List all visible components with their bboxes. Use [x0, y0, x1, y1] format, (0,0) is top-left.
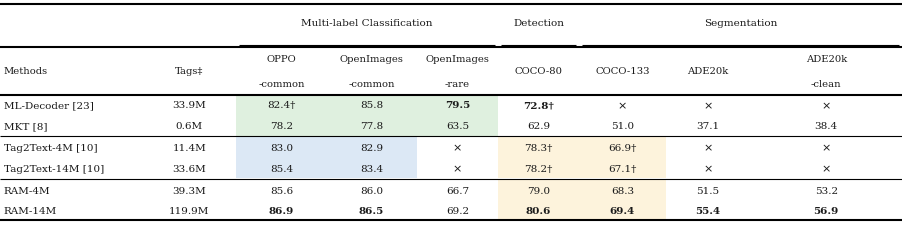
Bar	[236, 158, 327, 178]
Text: 79.0: 79.0	[527, 186, 550, 195]
Text: COCO-80: COCO-80	[514, 67, 563, 76]
Text: $\times$: $\times$	[453, 143, 462, 153]
Text: OPPO: OPPO	[267, 55, 296, 64]
Text: 79.5: 79.5	[445, 101, 470, 110]
Text: $\times$: $\times$	[822, 163, 831, 173]
Text: RAM-4M: RAM-4M	[4, 186, 51, 195]
Bar	[327, 158, 417, 178]
Text: 33.6M: 33.6M	[172, 164, 207, 173]
Text: 85.6: 85.6	[270, 186, 293, 195]
Text: 85.8: 85.8	[360, 101, 383, 110]
Text: Methods: Methods	[4, 67, 48, 76]
Bar	[579, 158, 666, 178]
Bar	[579, 201, 666, 221]
Text: 33.9M: 33.9M	[172, 101, 207, 110]
Text: ML-Decoder [23]: ML-Decoder [23]	[4, 101, 94, 110]
Text: Detection: Detection	[513, 19, 564, 28]
Text: 83.0: 83.0	[270, 144, 293, 152]
Bar	[327, 138, 417, 158]
Text: 86.9: 86.9	[269, 206, 294, 215]
Text: 83.4: 83.4	[360, 164, 383, 173]
Text: 66.9†: 66.9†	[608, 144, 637, 152]
Bar	[498, 158, 579, 178]
Text: -common: -common	[258, 79, 305, 88]
Text: 82.4†: 82.4†	[267, 101, 296, 110]
Text: 78.3†: 78.3†	[524, 144, 553, 152]
Bar	[417, 116, 498, 136]
Text: 78.2: 78.2	[270, 121, 293, 130]
Bar	[498, 201, 579, 221]
Text: 62.9: 62.9	[527, 121, 550, 130]
Text: 67.1†: 67.1†	[608, 164, 637, 173]
Text: -rare: -rare	[445, 79, 470, 88]
Text: 78.2†: 78.2†	[524, 164, 553, 173]
Text: ADE20k: ADE20k	[805, 55, 847, 64]
Text: 39.3M: 39.3M	[172, 186, 207, 195]
Text: $\times$: $\times$	[704, 163, 713, 173]
Text: 119.9M: 119.9M	[170, 206, 209, 215]
Text: 68.3: 68.3	[611, 186, 634, 195]
Text: 66.7: 66.7	[446, 186, 469, 195]
Bar	[327, 95, 417, 116]
Bar	[579, 180, 666, 201]
Text: 53.2: 53.2	[815, 186, 838, 195]
Text: OpenImages: OpenImages	[340, 55, 403, 64]
Text: -clean: -clean	[811, 79, 842, 88]
Text: -common: -common	[348, 79, 395, 88]
Text: 37.1: 37.1	[696, 121, 720, 130]
Text: 69.4: 69.4	[610, 206, 635, 215]
Text: 69.2: 69.2	[446, 206, 469, 215]
Text: $\times$: $\times$	[822, 143, 831, 153]
Bar	[236, 116, 327, 136]
Text: 86.5: 86.5	[359, 206, 384, 215]
Text: 86.0: 86.0	[360, 186, 383, 195]
Bar	[327, 116, 417, 136]
Text: ADE20k: ADE20k	[687, 67, 729, 76]
Text: 82.9: 82.9	[360, 144, 383, 152]
Text: $\times$: $\times$	[704, 143, 713, 153]
Text: OpenImages: OpenImages	[426, 55, 489, 64]
Text: 85.4: 85.4	[270, 164, 293, 173]
Text: 72.8†: 72.8†	[523, 101, 554, 110]
Text: 11.4M: 11.4M	[172, 144, 207, 152]
Bar	[417, 95, 498, 116]
Text: 77.8: 77.8	[360, 121, 383, 130]
Text: $\times$: $\times$	[453, 163, 462, 173]
Text: 55.4: 55.4	[695, 206, 721, 215]
Text: RAM-14M: RAM-14M	[4, 206, 57, 215]
Text: Tag2Text-4M [10]: Tag2Text-4M [10]	[4, 144, 97, 152]
Text: $\times$: $\times$	[822, 100, 831, 110]
Text: 38.4: 38.4	[815, 121, 838, 130]
Bar	[498, 138, 579, 158]
Text: Tags‡: Tags‡	[175, 67, 204, 76]
Text: Tag2Text-14M [10]: Tag2Text-14M [10]	[4, 164, 104, 173]
Bar	[236, 138, 327, 158]
Text: 56.9: 56.9	[814, 206, 839, 215]
Text: 51.0: 51.0	[611, 121, 634, 130]
Text: 51.5: 51.5	[696, 186, 720, 195]
Text: Segmentation: Segmentation	[704, 19, 778, 28]
Text: 0.6M: 0.6M	[176, 121, 203, 130]
Text: 63.5: 63.5	[446, 121, 469, 130]
Bar	[498, 180, 579, 201]
Text: $\times$: $\times$	[618, 100, 627, 110]
Text: MKT [8]: MKT [8]	[4, 121, 47, 130]
Text: 80.6: 80.6	[526, 206, 551, 215]
Text: COCO-133: COCO-133	[595, 67, 649, 76]
Text: Multi-label Classification: Multi-label Classification	[301, 19, 433, 28]
Bar	[236, 95, 327, 116]
Text: $\times$: $\times$	[704, 100, 713, 110]
Bar	[579, 138, 666, 158]
